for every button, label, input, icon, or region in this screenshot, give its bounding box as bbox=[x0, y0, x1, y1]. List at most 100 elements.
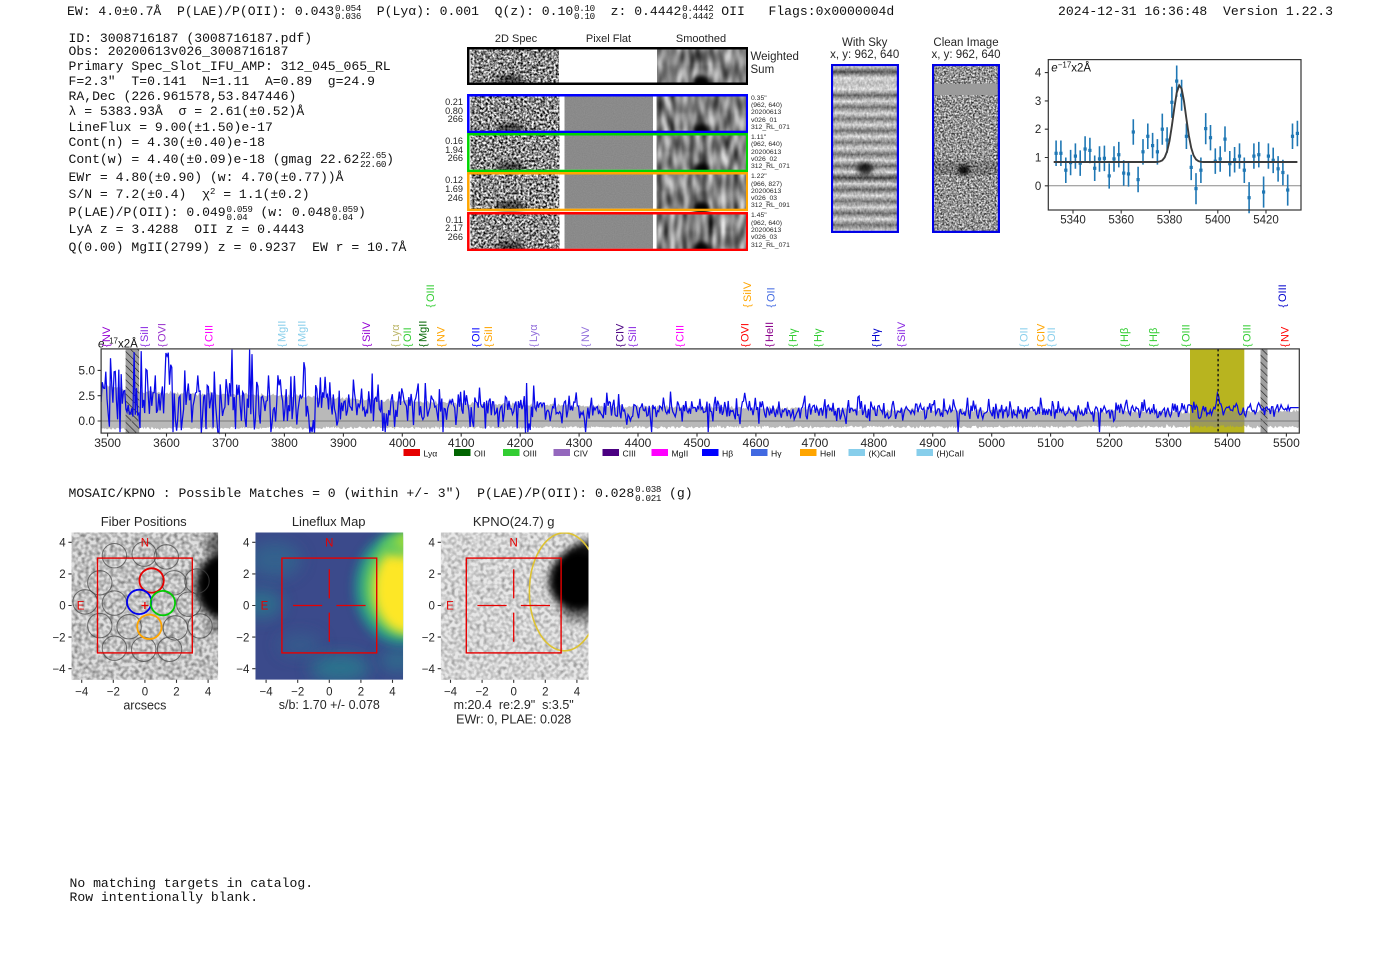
svg-text:{: { bbox=[1019, 343, 1030, 347]
svg-text:−2: −2 bbox=[107, 687, 120, 699]
svg-text:2: 2 bbox=[1035, 124, 1041, 136]
svg-text:arcsecs: arcsecs bbox=[123, 699, 166, 713]
svg-text:−4: −4 bbox=[422, 664, 436, 676]
svg-text:2.5: 2.5 bbox=[78, 389, 95, 403]
svg-text:5420: 5420 bbox=[1253, 215, 1279, 227]
svg-text:{: { bbox=[813, 343, 824, 347]
svg-text:4100: 4100 bbox=[448, 436, 475, 450]
svg-text:{: { bbox=[102, 343, 113, 347]
svg-text:CIV: CIV bbox=[615, 323, 627, 342]
svg-text:{: { bbox=[1149, 343, 1160, 347]
svg-text:4: 4 bbox=[243, 538, 250, 550]
svg-text:N: N bbox=[325, 538, 333, 550]
svg-text:0.0: 0.0 bbox=[78, 414, 95, 428]
svg-text:4800: 4800 bbox=[860, 436, 887, 450]
svg-text:Hγ: Hγ bbox=[871, 328, 883, 342]
svg-text:Hγ: Hγ bbox=[787, 328, 799, 342]
svg-text:4: 4 bbox=[574, 687, 581, 699]
svg-text:0: 0 bbox=[243, 601, 249, 613]
svg-text:MgII: MgII bbox=[297, 321, 309, 342]
svg-text:{: { bbox=[1278, 304, 1289, 308]
svg-text:3900: 3900 bbox=[330, 436, 357, 450]
svg-text:4400: 4400 bbox=[625, 436, 652, 450]
svg-text:2: 2 bbox=[542, 687, 548, 699]
svg-text:OVI: OVI bbox=[740, 323, 752, 342]
svg-text:{: { bbox=[1280, 343, 1291, 347]
svg-text:E: E bbox=[261, 601, 269, 613]
svg-text:E: E bbox=[77, 601, 85, 613]
svg-text:OII: OII bbox=[471, 327, 483, 342]
svg-text:{: { bbox=[529, 343, 540, 347]
svg-text:{: { bbox=[426, 304, 437, 308]
svg-text:5500: 5500 bbox=[1273, 436, 1300, 450]
svg-text:m:20.4 re:2.9" s:3.5": m:20.4 re:2.9" s:3.5" bbox=[454, 698, 574, 712]
svg-text:SiIV: SiIV bbox=[896, 321, 908, 342]
svg-text:CIII: CIII bbox=[203, 325, 215, 342]
svg-text:5100: 5100 bbox=[1037, 436, 1064, 450]
svg-text:2: 2 bbox=[358, 687, 364, 699]
svg-text:MgII: MgII bbox=[672, 449, 689, 459]
svg-text:{: { bbox=[419, 343, 430, 347]
svg-text:{: { bbox=[581, 343, 592, 347]
svg-text:−2: −2 bbox=[476, 687, 489, 699]
svg-text:Lyα: Lyα bbox=[424, 449, 438, 459]
svg-text:OIII: OIII bbox=[523, 449, 537, 459]
svg-text:Hβ: Hβ bbox=[722, 449, 733, 459]
svg-text:{: { bbox=[743, 304, 754, 308]
svg-text:{: { bbox=[628, 343, 639, 347]
svg-text:4500: 4500 bbox=[684, 436, 711, 450]
svg-text:1: 1 bbox=[1035, 153, 1041, 165]
svg-text:(K)CaII: (K)CaII bbox=[869, 449, 896, 459]
svg-text:Hγ: Hγ bbox=[771, 449, 782, 459]
svg-text:−4: −4 bbox=[260, 687, 274, 699]
svg-text:SiIV: SiIV bbox=[361, 321, 373, 342]
svg-text:5340: 5340 bbox=[1060, 215, 1086, 227]
svg-text:OII: OII bbox=[765, 287, 777, 302]
svg-text:HeII: HeII bbox=[820, 449, 836, 459]
svg-text:3600: 3600 bbox=[153, 436, 180, 450]
svg-text:4300: 4300 bbox=[566, 436, 593, 450]
svg-text:{: { bbox=[1047, 343, 1058, 347]
svg-text:4200: 4200 bbox=[507, 436, 534, 450]
svg-text:3: 3 bbox=[1035, 96, 1041, 108]
svg-text:4: 4 bbox=[428, 538, 435, 550]
svg-text:{: { bbox=[484, 343, 495, 347]
svg-text:2: 2 bbox=[428, 569, 434, 581]
svg-text:5200: 5200 bbox=[1096, 436, 1123, 450]
svg-text:{: { bbox=[765, 343, 776, 347]
svg-text:5000: 5000 bbox=[978, 436, 1005, 450]
svg-text:2: 2 bbox=[59, 569, 65, 581]
svg-text:5400: 5400 bbox=[1205, 215, 1231, 227]
svg-text:NV: NV bbox=[580, 326, 592, 342]
svg-text:−4: −4 bbox=[236, 664, 250, 676]
svg-text:CIII: CIII bbox=[623, 449, 636, 459]
svg-text:OIII: OIII bbox=[425, 284, 437, 302]
svg-text:Hβ: Hβ bbox=[1148, 328, 1160, 342]
svg-text:N: N bbox=[141, 538, 149, 550]
svg-text:0: 0 bbox=[1035, 181, 1041, 193]
svg-text:E: E bbox=[446, 601, 454, 613]
svg-text:{: { bbox=[897, 343, 908, 347]
svg-text:Hβ: Hβ bbox=[1119, 328, 1131, 342]
svg-text:NV: NV bbox=[101, 326, 113, 342]
svg-text:CIV: CIV bbox=[1036, 323, 1048, 342]
svg-text:{: { bbox=[788, 343, 799, 347]
svg-text:CIII: CIII bbox=[674, 325, 686, 342]
svg-text:HeII: HeII bbox=[764, 322, 776, 342]
svg-text:{: { bbox=[403, 343, 414, 347]
svg-text:4: 4 bbox=[1035, 68, 1042, 80]
svg-text:OII: OII bbox=[474, 449, 485, 459]
svg-text:4: 4 bbox=[389, 687, 396, 699]
svg-text:{: { bbox=[277, 343, 288, 347]
svg-text:5360: 5360 bbox=[1108, 215, 1134, 227]
svg-text:−2: −2 bbox=[291, 687, 304, 699]
svg-text:NV: NV bbox=[1279, 326, 1291, 342]
svg-text:{: { bbox=[1242, 343, 1253, 347]
svg-text:Lyα: Lyα bbox=[528, 324, 540, 342]
svg-text:{: { bbox=[158, 343, 169, 347]
svg-text:0: 0 bbox=[428, 601, 434, 613]
svg-text:e−17x2Å: e−17x2Å bbox=[1051, 60, 1091, 75]
svg-text:3800: 3800 bbox=[271, 436, 298, 450]
svg-text:0: 0 bbox=[142, 687, 148, 699]
svg-text:{: { bbox=[471, 343, 482, 347]
